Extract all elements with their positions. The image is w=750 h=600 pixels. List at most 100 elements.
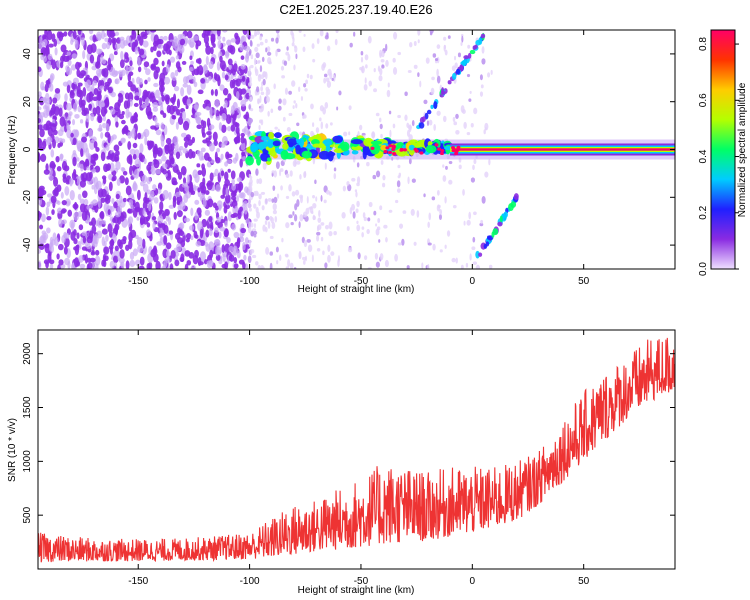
noise-blob — [285, 51, 290, 56]
noise-blob — [308, 206, 313, 210]
noise-blob — [73, 168, 77, 177]
band-blob — [260, 136, 270, 141]
noise-blob — [429, 32, 433, 36]
noise-blob — [172, 197, 177, 208]
noise-blob — [127, 141, 132, 150]
noise-blob — [484, 171, 489, 178]
band-blob — [287, 138, 297, 147]
noise-blob — [481, 196, 486, 204]
band-hotspot — [413, 147, 418, 152]
noise-blob — [316, 38, 320, 45]
band-blob — [274, 132, 282, 139]
noise-blob — [226, 236, 231, 244]
noise-blob — [105, 144, 110, 151]
noise-blob — [208, 215, 213, 223]
noise-blob — [54, 47, 58, 56]
noise-blob — [364, 54, 369, 61]
noise-blob — [240, 88, 247, 95]
noise-blob — [132, 248, 138, 257]
noise-blob — [161, 94, 165, 102]
band-hotspot — [388, 144, 393, 148]
noise-blob — [39, 187, 44, 197]
noise-blob — [423, 99, 428, 105]
noise-blob — [178, 145, 184, 151]
noise-blob — [244, 237, 249, 245]
noise-blob — [255, 52, 260, 59]
noise-blob — [206, 180, 213, 191]
noise-blob — [181, 110, 187, 121]
noise-blob — [288, 214, 293, 219]
noise-blob — [335, 30, 339, 34]
noise-blob — [252, 254, 257, 259]
noise-blob — [180, 166, 187, 176]
noise-blob — [230, 109, 235, 115]
noise-blob — [86, 205, 91, 210]
noise-blob — [59, 153, 63, 162]
noise-blob — [444, 244, 447, 249]
noise-blob — [115, 150, 120, 157]
noise-blob — [39, 112, 46, 118]
noise-blob — [91, 217, 97, 227]
noise-blob — [237, 209, 242, 220]
noise-blob — [196, 124, 203, 130]
noise-blob — [122, 197, 127, 203]
noise-blob — [248, 92, 251, 96]
noise-blob — [234, 35, 241, 45]
spectrogram-marks — [38, 30, 675, 269]
noise-blob — [142, 238, 146, 249]
noise-blob — [139, 143, 144, 154]
noise-blob — [164, 144, 170, 155]
noise-blob — [243, 254, 247, 261]
noise-blob — [264, 71, 268, 80]
noise-blob — [106, 83, 110, 91]
chirp-blob — [418, 122, 425, 129]
noise-blob — [210, 89, 214, 96]
noise-blob — [411, 120, 415, 127]
noise-blob — [96, 92, 102, 101]
band-hotspot — [370, 146, 375, 150]
noise-blob — [243, 200, 248, 207]
spectrogram-x-tick-label: 50 — [578, 276, 590, 287]
noise-blob — [296, 122, 300, 127]
noise-blob — [138, 78, 143, 85]
noise-blob — [66, 51, 71, 56]
noise-blob — [281, 75, 286, 79]
noise-blob — [164, 94, 171, 103]
snr-x-ticks: -150 -100 -50 0 50 — [128, 330, 590, 587]
noise-blob — [138, 48, 145, 56]
noise-blob — [375, 112, 380, 117]
noise-blob — [454, 55, 457, 61]
noise-blob — [463, 220, 466, 226]
noise-blob — [259, 35, 263, 41]
noise-blob — [326, 45, 331, 52]
noise-blob — [91, 184, 95, 190]
noise-blob — [40, 46, 47, 56]
noise-blob — [157, 182, 163, 191]
noise-blob — [241, 155, 247, 162]
noise-blob — [204, 209, 210, 216]
noise-blob — [430, 87, 435, 95]
chirp-blob — [472, 45, 476, 50]
noise-blob — [258, 108, 264, 113]
noise-blob — [323, 199, 327, 204]
noise-blob — [124, 177, 129, 186]
noise-blob — [436, 189, 440, 196]
noise-blob — [260, 91, 265, 96]
noise-blob — [160, 137, 165, 148]
noise-blob — [78, 224, 84, 231]
noise-blob — [196, 207, 202, 216]
noise-blob — [208, 228, 213, 237]
noise-blob — [245, 218, 250, 224]
noise-blob — [89, 54, 95, 64]
noise-blob — [86, 235, 93, 244]
noise-blob — [248, 82, 253, 87]
noise-blob — [133, 168, 140, 179]
noise-blob — [186, 174, 191, 184]
band-blob — [272, 140, 281, 147]
noise-blob — [49, 74, 54, 84]
noise-blob — [310, 103, 314, 110]
noise-blob — [249, 75, 252, 84]
noise-blob — [356, 220, 359, 225]
noise-blob — [46, 30, 53, 41]
noise-blob — [243, 45, 251, 51]
